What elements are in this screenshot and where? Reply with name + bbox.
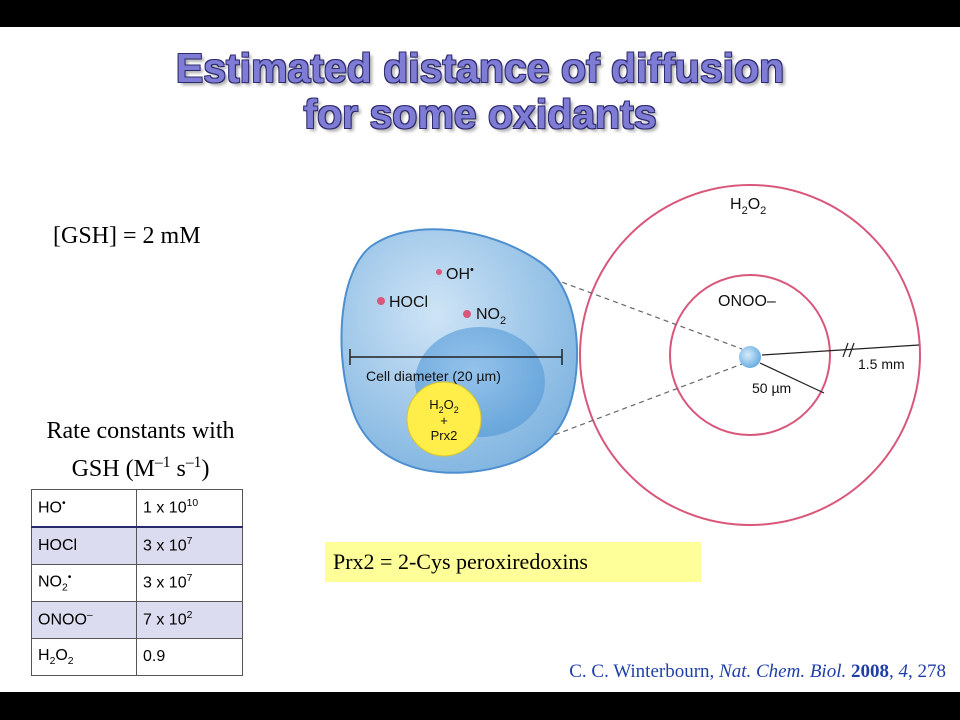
species-sup: • — [67, 572, 72, 584]
hocl-label: HOCl — [389, 294, 428, 311]
projection-line-bottom — [495, 363, 743, 458]
citation-author: C. C. Winterbourn, — [569, 661, 720, 682]
rate-cell: 3 x 107 — [136, 526, 243, 565]
species-sub: 2 — [49, 656, 56, 668]
table-row: NO2• 3 x 107 — [31, 564, 243, 602]
species-base: HOCl — [38, 537, 78, 554]
species-sup: • — [62, 498, 66, 510]
compartment-h2o2-label: H2O2 — [429, 397, 459, 415]
citation: C. C. Winterbourn, Nat. Chem. Biol. 2008… — [569, 661, 947, 682]
species-sub: 2 — [62, 582, 68, 594]
hocl-dot-icon — [377, 297, 385, 305]
species-sup: – — [86, 610, 93, 622]
species-sub-2: 2 — [67, 656, 74, 668]
caption-exp-2: –1 — [185, 454, 202, 471]
species-cell: H2O2 — [31, 638, 137, 676]
citation-year: 2008 — [851, 661, 889, 682]
rate-base: 0.9 — [143, 648, 166, 665]
caption-exp-1: –1 — [154, 454, 171, 471]
rate-caption-line-2: GSH (M–1 s–1) — [71, 454, 210, 482]
rate-exp: 7 — [186, 536, 193, 548]
species-base: HO — [38, 499, 62, 517]
species-base: H — [38, 646, 50, 664]
rate-exp: 7 — [186, 573, 193, 585]
oh-dot-icon — [436, 269, 442, 275]
compartment-prx2-label: Prx2 — [431, 428, 458, 443]
table-row: HO• 1 x 1010 — [31, 489, 243, 528]
citation-volume: 4 — [898, 661, 909, 682]
rate-cell: 0.9 — [136, 638, 243, 676]
rate-caption-line-1: Rate constants with — [46, 418, 235, 444]
table-row: HOCl 3 x 107 — [31, 526, 243, 565]
rate-constants-caption: Rate constants with GSH (M–1 s–1) — [18, 415, 263, 485]
species-cell: HOCl — [31, 526, 137, 565]
species-mid: O — [55, 646, 68, 664]
rate-cell: 7 x 102 — [136, 601, 243, 639]
radius-line-middle — [759, 362, 825, 394]
rate-base: 3 x 10 — [143, 537, 187, 555]
slide: Estimated distance of diffusion for some… — [0, 27, 960, 692]
rate-cell: 3 x 107 — [136, 564, 243, 602]
cell-dot — [739, 346, 761, 368]
no2-label: NO2 — [476, 306, 506, 327]
citation-journal: Nat. Chem. Biol. — [719, 661, 847, 682]
caption-units-prefix: GSH (M — [71, 456, 155, 482]
h2o2-diffusion-ring — [579, 184, 921, 526]
species-cell: HO• — [31, 489, 137, 528]
outer-ring-label: H2O2 — [730, 196, 766, 217]
species-base: ONOO — [38, 611, 87, 629]
oh-label: OH• — [446, 264, 474, 283]
rate-cell: 1 x 1010 — [136, 489, 243, 528]
h2o2-prx2-compartment — [406, 381, 482, 457]
table-row: H2O2 0.9 — [31, 638, 243, 676]
radius-break-2 — [848, 342, 855, 358]
diffusion-diagram: Cell diameter (20 µm) OH• HOCl NO2 H2O2 … — [340, 184, 921, 526]
species-cell: ONOO– — [31, 601, 137, 639]
rate-base: 1 x 10 — [143, 499, 187, 517]
citation-pages: 278 — [917, 661, 947, 682]
compartment-plus: + — [440, 413, 448, 428]
radius-line-outer — [761, 344, 920, 356]
onoo-diffusion-ring — [669, 274, 831, 436]
cell-diameter-label: Cell diameter (20 µm) — [366, 368, 501, 384]
table-row: ONOO– 7 x 102 — [31, 601, 243, 639]
radius-break-1 — [842, 342, 849, 358]
rate-exp: 2 — [186, 610, 193, 622]
species-base: NO — [38, 573, 62, 591]
rate-constants-table: HO• 1 x 1010 HOCl 3 x 107 NO2• 3 x 107 O… — [31, 489, 243, 676]
caption-units-suffix: ) — [201, 456, 210, 482]
middle-ring-label: ONOO– — [718, 293, 776, 310]
gsh-concentration: [GSH] = 2 mM — [53, 223, 201, 249]
rate-exp: 10 — [186, 498, 199, 510]
outer-distance-label: 1.5 mm — [858, 356, 905, 372]
slide-title: Estimated distance of diffusion for some… — [0, 45, 960, 137]
title-line-2: for some oxidants — [303, 91, 657, 137]
prx2-note: Prx2 = 2-Cys peroxiredoxins — [325, 542, 701, 582]
middle-distance-label: 50 µm — [752, 380, 791, 396]
caption-units-mid: s — [170, 456, 186, 482]
rate-base: 3 x 10 — [143, 574, 187, 592]
title-line-1: Estimated distance of diffusion — [175, 45, 785, 91]
rate-base: 7 x 10 — [143, 611, 187, 629]
no2-dot-icon — [463, 310, 471, 318]
